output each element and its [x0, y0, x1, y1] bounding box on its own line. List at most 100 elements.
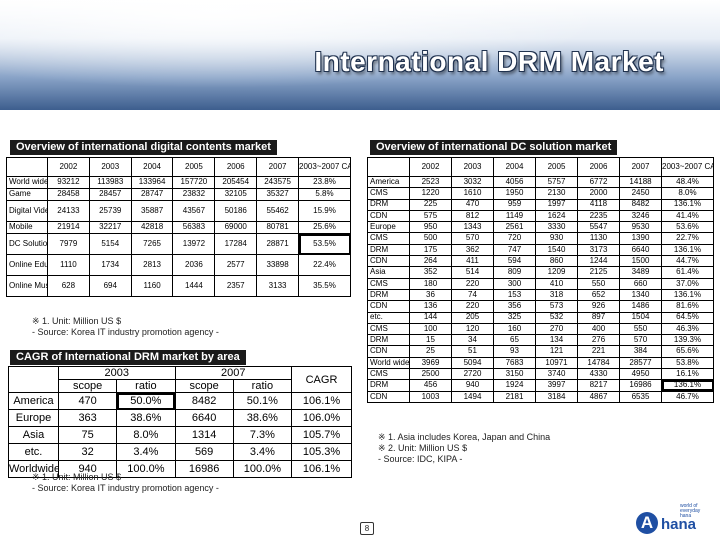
- dc-market-cell: 93212: [47, 176, 90, 189]
- dc-market-row: Online Music628694116014442357313335.5%: [6, 275, 351, 297]
- drm-cagr-row-label: Europe: [8, 409, 59, 427]
- dc-solution-cell: 550: [619, 322, 662, 336]
- dc-solution-row: DRM 175 362 747 1540 3173 6640 136.1%: [367, 243, 714, 257]
- dc-solution-cell: 325: [493, 311, 536, 324]
- dc-market-col-header: 2006: [214, 157, 258, 177]
- logo-wordmark: hana: [661, 516, 697, 533]
- dc-solution-cell: 1494: [451, 390, 494, 403]
- dc-market-cell: 50186: [214, 200, 258, 222]
- dc-market-cell: 133964: [130, 176, 174, 189]
- dc-solution-cell: 2000: [577, 187, 620, 200]
- dc-solution-cell: 573: [535, 300, 578, 313]
- dc-solution-row: Europe 950 1343 2561 3330 5547 9530 53.6%: [367, 221, 714, 234]
- dc-solution-note-2: ※ 2. Unit: Million US $: [378, 443, 468, 453]
- dc-solution-col-header: 2005: [535, 157, 578, 177]
- dc-solution-cell: 14188: [619, 175, 662, 189]
- dc-solution-cell: 720: [493, 232, 536, 245]
- dc-solution-cell: 15: [409, 334, 452, 347]
- dc-solution-row: CMS 1220 1610 1950 2130 2000 2450 8.0%: [367, 187, 714, 200]
- dc-solution-cell: 4867: [577, 390, 620, 403]
- dc-solution-cell: 5757: [535, 175, 578, 189]
- dc-solution-cell: 1244: [577, 255, 620, 268]
- dc-market-cell: 28458: [47, 188, 90, 201]
- dc-market-row: DC Solution 7979 5154 7265 13972 17284 28871 53…: [6, 233, 351, 255]
- dc-solution-row: CMS 100 120 160 270 400 550 46.3%: [367, 322, 714, 336]
- digital-contents-heading: Overview of international digital conten…: [10, 140, 277, 155]
- dc-market-cell: 35887: [130, 200, 174, 222]
- dc-solution-row: DRM 456 940 1924 3997 8217 16986 136.1%: [367, 379, 714, 392]
- dc-solution-cell: 65.6%: [661, 345, 714, 358]
- dc-solution-cell: 2720: [451, 368, 494, 381]
- drm-cagr-row-label: Worldwide: [8, 460, 59, 478]
- dc-solution-cell: 64.5%: [661, 311, 714, 324]
- dc-market-cell: 5.8%: [298, 188, 351, 201]
- dc-market-row-label: DC Solution: [6, 233, 48, 255]
- dc-solution-cell: 352: [409, 266, 452, 279]
- dc-solution-cell: 300: [493, 277, 536, 290]
- dc-solution-cell: 532: [535, 311, 578, 324]
- dc-solution-cell: 2235: [577, 209, 620, 223]
- drm-cagr-cell: 470: [57, 392, 118, 410]
- dc-solution-cell: 959: [493, 198, 536, 211]
- dc-solution-col-header: 2003: [451, 157, 494, 177]
- dc-solution-cell: 384: [619, 345, 662, 358]
- dc-solution-cell: 93: [493, 345, 536, 358]
- dc-solution-cell: 1149: [493, 209, 536, 223]
- dc-market-cell: 17284: [214, 233, 258, 255]
- dc-solution-cell: 180: [409, 277, 452, 290]
- dc-market-cell: 24133: [47, 200, 90, 222]
- dc-solution-row-label: CDN: [367, 390, 410, 403]
- dc-solution-cell: 514: [451, 266, 494, 279]
- dc-market-cell: 80781: [256, 221, 299, 234]
- dc-solution-cell: 1220: [409, 187, 452, 200]
- dc-solution-cell: 410: [535, 277, 578, 290]
- dc-market-row-label: Game: [6, 188, 48, 201]
- dc-solution-cell: 8217: [577, 379, 620, 392]
- dc-solution-cell: 2125: [577, 266, 620, 279]
- drm-cagr-subheader: scope: [57, 379, 118, 393]
- dc-solution-cell: 136.1%: [661, 288, 714, 302]
- dc-market-cell: 628: [47, 275, 90, 297]
- dc-solution-cell: 1624: [535, 209, 578, 223]
- dc-market-col-header: 2003: [88, 157, 132, 177]
- dc-solution-cell: 7683: [493, 356, 536, 370]
- dc-solution-cell: 136.1%: [661, 379, 714, 392]
- drm-cagr-cell: 32: [57, 443, 118, 461]
- dc-solution-cell: 3330: [535, 221, 578, 234]
- dc-market-cell: 25.6%: [298, 221, 351, 234]
- dc-market-cell: 42818: [130, 221, 174, 234]
- dc-market-cell: 35327: [256, 188, 299, 201]
- dc-solution-cell: 160: [493, 322, 536, 336]
- dc-solution-row: CMS 180 220 300 410 550 660 37.0%: [367, 277, 714, 290]
- dc-solution-cell: 270: [535, 322, 578, 336]
- dc-market-cell: 22.4%: [298, 254, 351, 276]
- drm-cagr-cell: 940: [57, 460, 118, 478]
- drm-cagr-cell: 106.1%: [291, 460, 352, 478]
- dc-solution-cell: 41.4%: [661, 209, 714, 223]
- dc-solution-row-label: Asia: [367, 266, 410, 279]
- dc-solution-cell: 1950: [493, 187, 536, 200]
- dc-solution-cell: 318: [535, 288, 578, 302]
- dc-market-cell: 32105: [214, 188, 258, 201]
- dc-market-cell: 243575: [256, 176, 299, 189]
- dc-solution-row: CMS 500 570 720 930 1130 1390 22.7%: [367, 232, 714, 245]
- dc-solution-cell: 120: [451, 322, 494, 336]
- dc-solution-cell: 1390: [619, 232, 662, 245]
- dc-solution-cell: 809: [493, 266, 536, 279]
- dc-solution-cell: 81.6%: [661, 300, 714, 313]
- dc-market-cell: 1110: [47, 254, 90, 276]
- dc-solution-cell: 930: [535, 232, 578, 245]
- drm-cagr-cell: 8482: [174, 392, 234, 410]
- dc-solution-cell: 136.1%: [661, 243, 714, 257]
- dc-solution-row-label: CDN: [367, 255, 410, 268]
- dc-solution-cell: 3969: [409, 356, 452, 370]
- dc-solution-cell: 4118: [577, 198, 620, 211]
- dc-solution-cell: 48.4%: [661, 175, 714, 189]
- drm-cagr-row-label: etc.: [8, 443, 59, 461]
- dc-solution-row: DRM 36 74 153 318 652 1340 136.1%: [367, 288, 714, 302]
- dc-solution-col-header: 2003~2007 CAGR: [661, 157, 714, 177]
- dc-market-row-label: Mobile: [6, 221, 48, 234]
- dc-market-cell: 35.5%: [298, 275, 351, 297]
